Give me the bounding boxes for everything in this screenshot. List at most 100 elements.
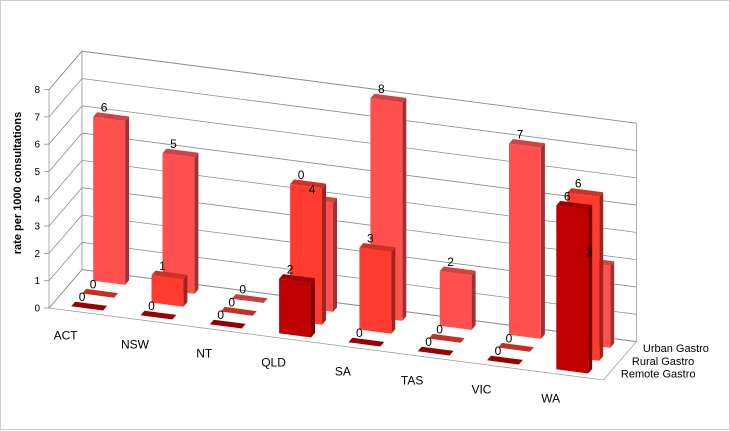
bar-side [540, 143, 545, 339]
bar [71, 301, 108, 311]
bar [509, 139, 545, 339]
bar-side [402, 97, 407, 321]
bar [231, 294, 268, 303]
bar [487, 355, 523, 365]
y-tick-label: 8 [34, 85, 40, 96]
data-label: 6 [101, 101, 108, 115]
bar-zero [498, 342, 534, 352]
bar-side [194, 152, 199, 294]
y-axis-label: rate per 1000 consultations [12, 112, 24, 254]
series-label: Rural Gastro [632, 356, 694, 368]
bar-top [567, 188, 604, 197]
bar-top [370, 93, 407, 103]
y-tick-label: 1 [34, 276, 40, 287]
bar-front [439, 271, 472, 330]
bar [82, 288, 119, 298]
data-label: 2 [447, 255, 454, 269]
gridline [48, 132, 637, 206]
bar-side [391, 247, 396, 334]
bar-zero [231, 294, 268, 303]
bar-zero [487, 355, 523, 365]
labels: 0 1 2 3 4 5 6 7 8 ACT NSW NT QLD SA TAS VIC WA Remote Gas… [34, 82, 708, 405]
data-label: 3 [367, 231, 374, 245]
category-label: ACT [54, 329, 79, 343]
gridline [48, 105, 637, 179]
bar-zero [82, 288, 119, 298]
bar-front [556, 205, 589, 374]
bar-zero [417, 346, 454, 356]
gridline [48, 78, 637, 151]
bars [71, 93, 615, 374]
bar [439, 266, 476, 330]
bar-side [471, 270, 476, 330]
data-label: 1 [159, 259, 166, 273]
y-tick-label: 5 [34, 167, 40, 178]
data-label: 0 [506, 331, 513, 345]
data-label: 0 [148, 299, 155, 313]
data-label: 0 [425, 335, 432, 349]
bar-top [359, 243, 396, 252]
y-tick-label: 2 [34, 249, 40, 260]
bar [140, 310, 177, 320]
gridline [48, 50, 637, 124]
data-label: 4 [309, 182, 316, 196]
bar-side [610, 261, 615, 348]
data-label: 0 [228, 295, 235, 309]
bar-top [151, 270, 188, 280]
bar-top [439, 266, 476, 276]
data-label: 0 [239, 283, 246, 297]
data-label: 6 [564, 189, 571, 203]
bar [162, 148, 199, 294]
bar-front [509, 143, 541, 339]
bar [428, 333, 465, 343]
bar-side [599, 192, 604, 361]
bar-front [279, 278, 311, 338]
data-label: 8 [378, 82, 385, 96]
data-label: 0 [356, 326, 363, 340]
bar-top [93, 112, 130, 122]
y-tick-label: 6 [34, 140, 40, 151]
bar-zero [140, 310, 177, 320]
bar-front [151, 275, 184, 307]
bar-zero [209, 319, 246, 329]
bar-side [183, 274, 188, 307]
bar-front [162, 153, 195, 294]
bar-zero [428, 333, 465, 343]
bar-zero [348, 337, 385, 347]
chart-walls [48, 50, 638, 381]
category-label: NSW [121, 338, 150, 352]
category-label: SA [335, 365, 351, 379]
data-label: 3 [586, 246, 593, 260]
gridline [48, 214, 637, 288]
bar [93, 112, 130, 285]
bar-side [333, 198, 337, 312]
bar-top [509, 139, 545, 148]
data-label: 5 [170, 137, 177, 151]
bar-zero [71, 301, 108, 311]
data-label: 0 [90, 277, 97, 291]
bar-zero [220, 306, 257, 316]
bar-top [290, 179, 326, 189]
bar-top [556, 200, 593, 210]
bar [498, 342, 534, 352]
series-label: Urban Gastro [643, 343, 709, 355]
bar-side [125, 116, 130, 285]
data-label: 0 [436, 322, 443, 336]
bar [151, 270, 188, 307]
data-label: 0 [298, 168, 305, 182]
data-label: 7 [517, 127, 524, 141]
bar-front [359, 247, 392, 334]
category-label: NT [196, 347, 213, 361]
bar-side [588, 205, 593, 374]
bar [417, 346, 454, 356]
bar-side [322, 183, 326, 325]
data-label: 2 [287, 263, 294, 277]
category-label: VIC [471, 383, 491, 397]
gridline [48, 187, 637, 261]
category-label: WA [541, 392, 560, 406]
bar [359, 243, 396, 334]
bar [220, 306, 257, 316]
bar-top [162, 148, 199, 158]
